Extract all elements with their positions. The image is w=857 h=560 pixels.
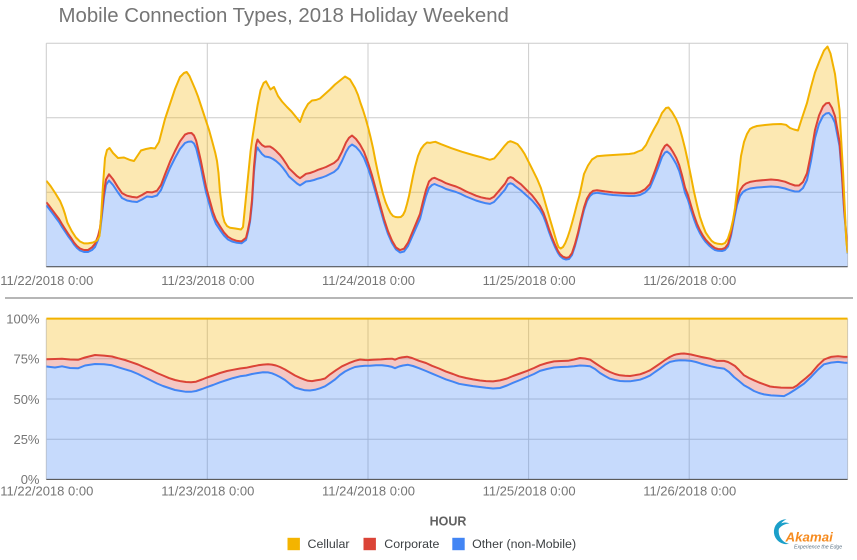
- svg-text:11/25/2018 0:00: 11/25/2018 0:00: [483, 484, 576, 499]
- svg-text:11/26/2018 0:00: 11/26/2018 0:00: [643, 484, 736, 499]
- svg-text:100%: 100%: [6, 311, 40, 326]
- svg-text:11/24/2018 0:00: 11/24/2018 0:00: [322, 484, 415, 499]
- svg-text:Mobile Connection Types, 2018: Mobile Connection Types, 2018 Holiday We…: [59, 5, 509, 27]
- svg-text:11/25/2018 0:00: 11/25/2018 0:00: [483, 273, 576, 288]
- svg-text:11/22/2018 0:00: 11/22/2018 0:00: [0, 273, 93, 288]
- svg-text:Experience the Edge: Experience the Edge: [794, 544, 842, 550]
- svg-text:Corporate: Corporate: [384, 537, 439, 551]
- svg-text:11/24/2018 0:00: 11/24/2018 0:00: [322, 273, 415, 288]
- svg-text:25%: 25%: [13, 432, 39, 447]
- svg-text:11/23/2018 0:00: 11/23/2018 0:00: [161, 484, 254, 499]
- svg-text:Akamai: Akamai: [785, 529, 834, 544]
- svg-text:Other (non-Mobile): Other (non-Mobile): [472, 537, 576, 551]
- svg-text:Cellular: Cellular: [308, 537, 350, 551]
- svg-text:11/23/2018 0:00: 11/23/2018 0:00: [161, 273, 254, 288]
- svg-text:50%: 50%: [13, 392, 39, 407]
- svg-text:11/26/2018 0:00: 11/26/2018 0:00: [643, 273, 736, 288]
- svg-text:75%: 75%: [13, 352, 39, 367]
- svg-text:HOUR: HOUR: [430, 515, 467, 529]
- svg-text:0%: 0%: [21, 472, 40, 487]
- svg-text:11/22/2018 0:00: 11/22/2018 0:00: [0, 484, 93, 499]
